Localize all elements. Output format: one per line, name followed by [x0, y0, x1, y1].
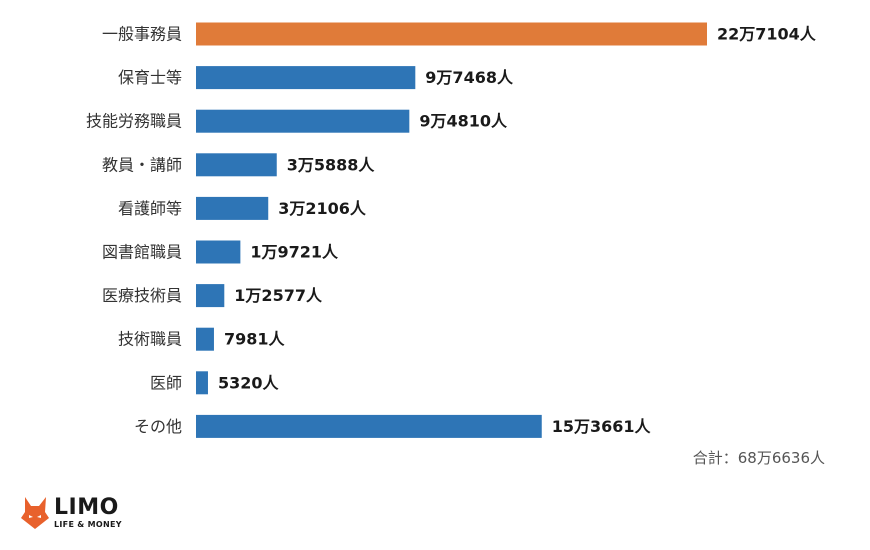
category-label-4: 看護師等 [118, 199, 182, 218]
category-label-0: 一般事務員 [102, 25, 182, 44]
category-label-9: その他 [134, 417, 182, 436]
value-label-9: 15万3661人 [552, 417, 652, 436]
bar-7 [196, 327, 214, 351]
category-label-8: 医師 [150, 373, 182, 392]
value-label-4: 3万2106人 [278, 199, 367, 218]
logo-subtitle: LIFE & MONEY [54, 520, 122, 529]
bar-2 [196, 109, 410, 133]
bar-6 [196, 284, 225, 308]
fox-icon [21, 497, 49, 529]
category-label-3: 教員・講師 [102, 155, 182, 174]
bar-4 [196, 196, 269, 220]
category-label-2: 技能労務職員 [86, 112, 182, 131]
value-label-1: 9万7468人 [425, 68, 514, 87]
total-label: 合計：68万6636人 [692, 449, 825, 467]
value-label-8: 5320人 [218, 373, 280, 392]
category-label-1: 保育士等 [118, 68, 182, 87]
value-label-5: 1万9721人 [250, 243, 339, 262]
value-label-6: 1万2577人 [234, 286, 323, 305]
bar-0 [196, 22, 707, 46]
category-label-5: 図書館職員 [102, 243, 182, 262]
value-label-0: 22万7104人 [717, 25, 817, 44]
bar-3 [196, 153, 277, 177]
value-label-2: 9万4810人 [419, 112, 508, 131]
bar-1 [196, 66, 416, 90]
bar-5 [196, 240, 241, 264]
bar-8 [196, 371, 208, 395]
logo-title: LIMO [54, 495, 119, 520]
value-label-3: 3万5888人 [287, 155, 376, 174]
bar-9 [196, 414, 542, 438]
value-label-7: 7981人 [224, 330, 286, 349]
category-label-6: 医療技術員 [102, 286, 182, 305]
brand-logo: LIMO LIFE & MONEY [20, 495, 122, 531]
category-label-7: 技術職員 [118, 330, 182, 349]
